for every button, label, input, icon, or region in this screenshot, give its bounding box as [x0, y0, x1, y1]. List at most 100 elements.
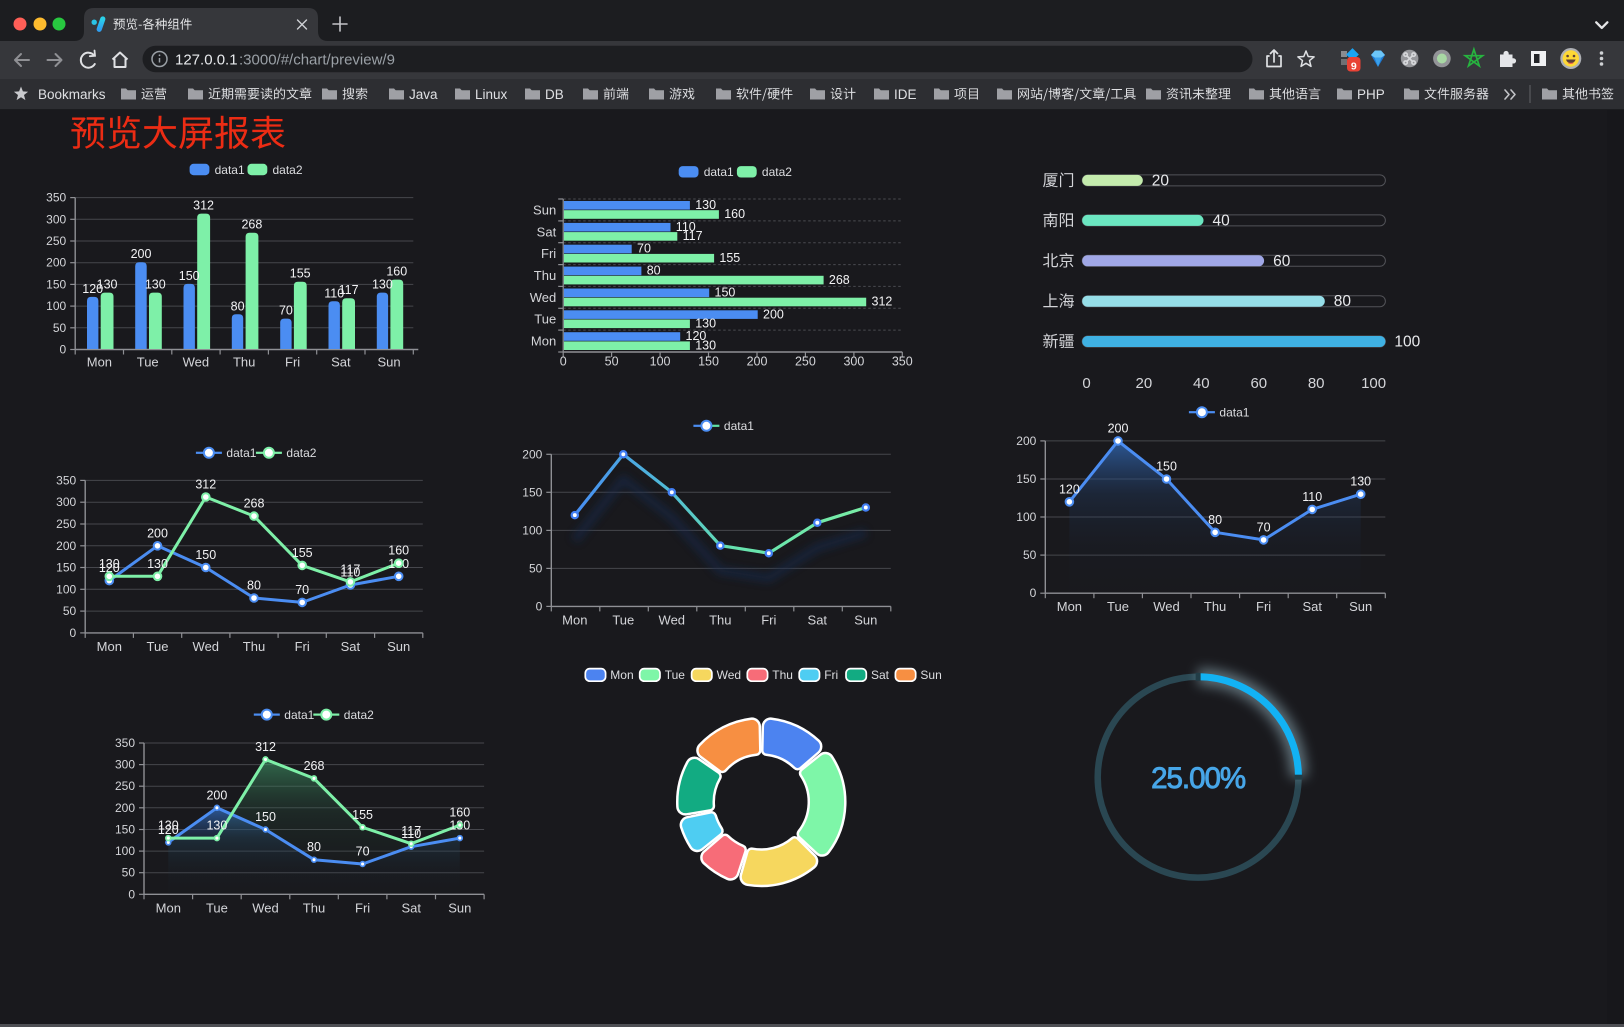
svg-text:130: 130: [695, 198, 716, 212]
svg-text:150: 150: [522, 485, 542, 499]
svg-text:Sat: Sat: [331, 355, 351, 370]
svg-text:150: 150: [46, 277, 66, 291]
svg-text:312: 312: [195, 478, 216, 492]
svg-text:117: 117: [340, 562, 360, 576]
svg-text:312: 312: [255, 740, 276, 754]
svg-text:Thu: Thu: [772, 668, 793, 682]
svg-text:50: 50: [529, 561, 543, 575]
svg-text:350: 350: [56, 473, 76, 487]
svg-text:0: 0: [128, 887, 135, 901]
svg-text:300: 300: [56, 495, 76, 509]
svg-text:200: 200: [1016, 434, 1036, 448]
svg-text:70: 70: [1257, 520, 1271, 534]
svg-text:Mon: Mon: [610, 668, 633, 682]
svg-text:50: 50: [53, 321, 67, 335]
svg-text:150: 150: [1156, 460, 1177, 474]
svg-text:120: 120: [158, 823, 179, 837]
svg-text:117: 117: [339, 283, 359, 297]
svg-text:Thu: Thu: [303, 900, 325, 915]
svg-text:Mon: Mon: [97, 639, 122, 654]
svg-text:data1: data1: [284, 708, 314, 722]
svg-text:100: 100: [115, 844, 135, 858]
svg-text:Bookmarks: Bookmarks: [38, 87, 106, 102]
svg-text:40: 40: [1193, 375, 1210, 392]
svg-text:117: 117: [683, 229, 703, 243]
svg-text:Mon: Mon: [1057, 599, 1082, 614]
svg-text:Linux: Linux: [475, 87, 508, 102]
svg-text:150: 150: [1016, 472, 1036, 486]
svg-text:data1: data1: [704, 165, 734, 179]
svg-text:200: 200: [46, 256, 66, 270]
svg-text:data2: data2: [273, 163, 303, 177]
svg-text:120: 120: [99, 561, 120, 575]
svg-text:100: 100: [46, 299, 66, 313]
svg-text:data1: data1: [215, 163, 245, 177]
svg-text:Sat: Sat: [341, 639, 361, 654]
svg-text:200: 200: [147, 526, 168, 540]
svg-text:250: 250: [56, 517, 76, 531]
svg-text:117: 117: [401, 824, 421, 838]
svg-text:155: 155: [290, 267, 311, 281]
svg-text:110: 110: [324, 286, 344, 300]
svg-text:Wed: Wed: [193, 639, 220, 654]
svg-text:130: 130: [206, 819, 227, 833]
svg-text:Sun: Sun: [1349, 599, 1372, 614]
svg-text:150: 150: [715, 286, 736, 300]
svg-text:150: 150: [56, 561, 76, 575]
svg-text:0: 0: [536, 599, 543, 613]
svg-text:100: 100: [56, 582, 76, 596]
svg-text:Sat: Sat: [401, 900, 421, 915]
svg-text:80: 80: [307, 840, 321, 854]
svg-text:70: 70: [356, 845, 370, 859]
svg-text:25.00%: 25.00%: [1151, 762, 1246, 795]
svg-text:Wed: Wed: [252, 900, 279, 915]
svg-text:20: 20: [1152, 172, 1170, 189]
svg-text:Wed: Wed: [183, 355, 210, 370]
svg-text:Mon: Mon: [87, 355, 112, 370]
svg-text:312: 312: [193, 199, 214, 213]
svg-text:110: 110: [340, 566, 360, 580]
svg-text:Sat: Sat: [537, 224, 557, 239]
svg-text:Thu: Thu: [709, 612, 731, 627]
svg-text:150: 150: [115, 823, 135, 837]
svg-text:Wed: Wed: [1153, 599, 1180, 614]
svg-text:130: 130: [695, 338, 716, 352]
svg-text:150: 150: [255, 810, 276, 824]
svg-text:200: 200: [56, 539, 76, 553]
svg-text:268: 268: [304, 759, 325, 773]
svg-text:Tue: Tue: [1107, 599, 1129, 614]
svg-text:20: 20: [1136, 375, 1153, 392]
svg-text:IDE: IDE: [894, 87, 917, 102]
svg-text:Fri: Fri: [761, 612, 776, 627]
svg-text:Sun: Sun: [533, 202, 556, 217]
svg-text:120: 120: [1059, 482, 1080, 496]
svg-text:70: 70: [295, 583, 309, 597]
svg-text:80: 80: [1208, 513, 1222, 527]
svg-text:Sun: Sun: [920, 668, 941, 682]
svg-text:Fri: Fri: [541, 246, 556, 261]
svg-text:130: 130: [158, 819, 179, 833]
svg-text:155: 155: [352, 808, 373, 822]
svg-text:Thu: Thu: [1204, 599, 1226, 614]
svg-text:130: 130: [372, 278, 393, 292]
svg-text:Sun: Sun: [378, 355, 401, 370]
svg-text:Fri: Fri: [295, 639, 310, 654]
svg-text:80: 80: [1334, 293, 1352, 310]
svg-text:DB: DB: [545, 87, 564, 102]
svg-text:Tue: Tue: [534, 312, 556, 327]
svg-text:110: 110: [676, 220, 696, 234]
svg-text:Wed: Wed: [717, 668, 741, 682]
svg-text:120: 120: [82, 282, 103, 296]
svg-text:data1: data1: [226, 446, 256, 460]
svg-text:268: 268: [244, 497, 265, 511]
svg-text:160: 160: [386, 265, 407, 279]
svg-text:250: 250: [115, 779, 135, 793]
svg-text:150: 150: [179, 269, 200, 283]
svg-text:100: 100: [1361, 375, 1386, 392]
svg-text:80: 80: [647, 264, 661, 278]
svg-text:40: 40: [1213, 212, 1231, 229]
svg-text:Mon: Mon: [531, 334, 556, 349]
svg-text:data2: data2: [344, 708, 374, 722]
svg-text:120: 120: [686, 329, 707, 343]
svg-text:Java: Java: [409, 87, 438, 102]
